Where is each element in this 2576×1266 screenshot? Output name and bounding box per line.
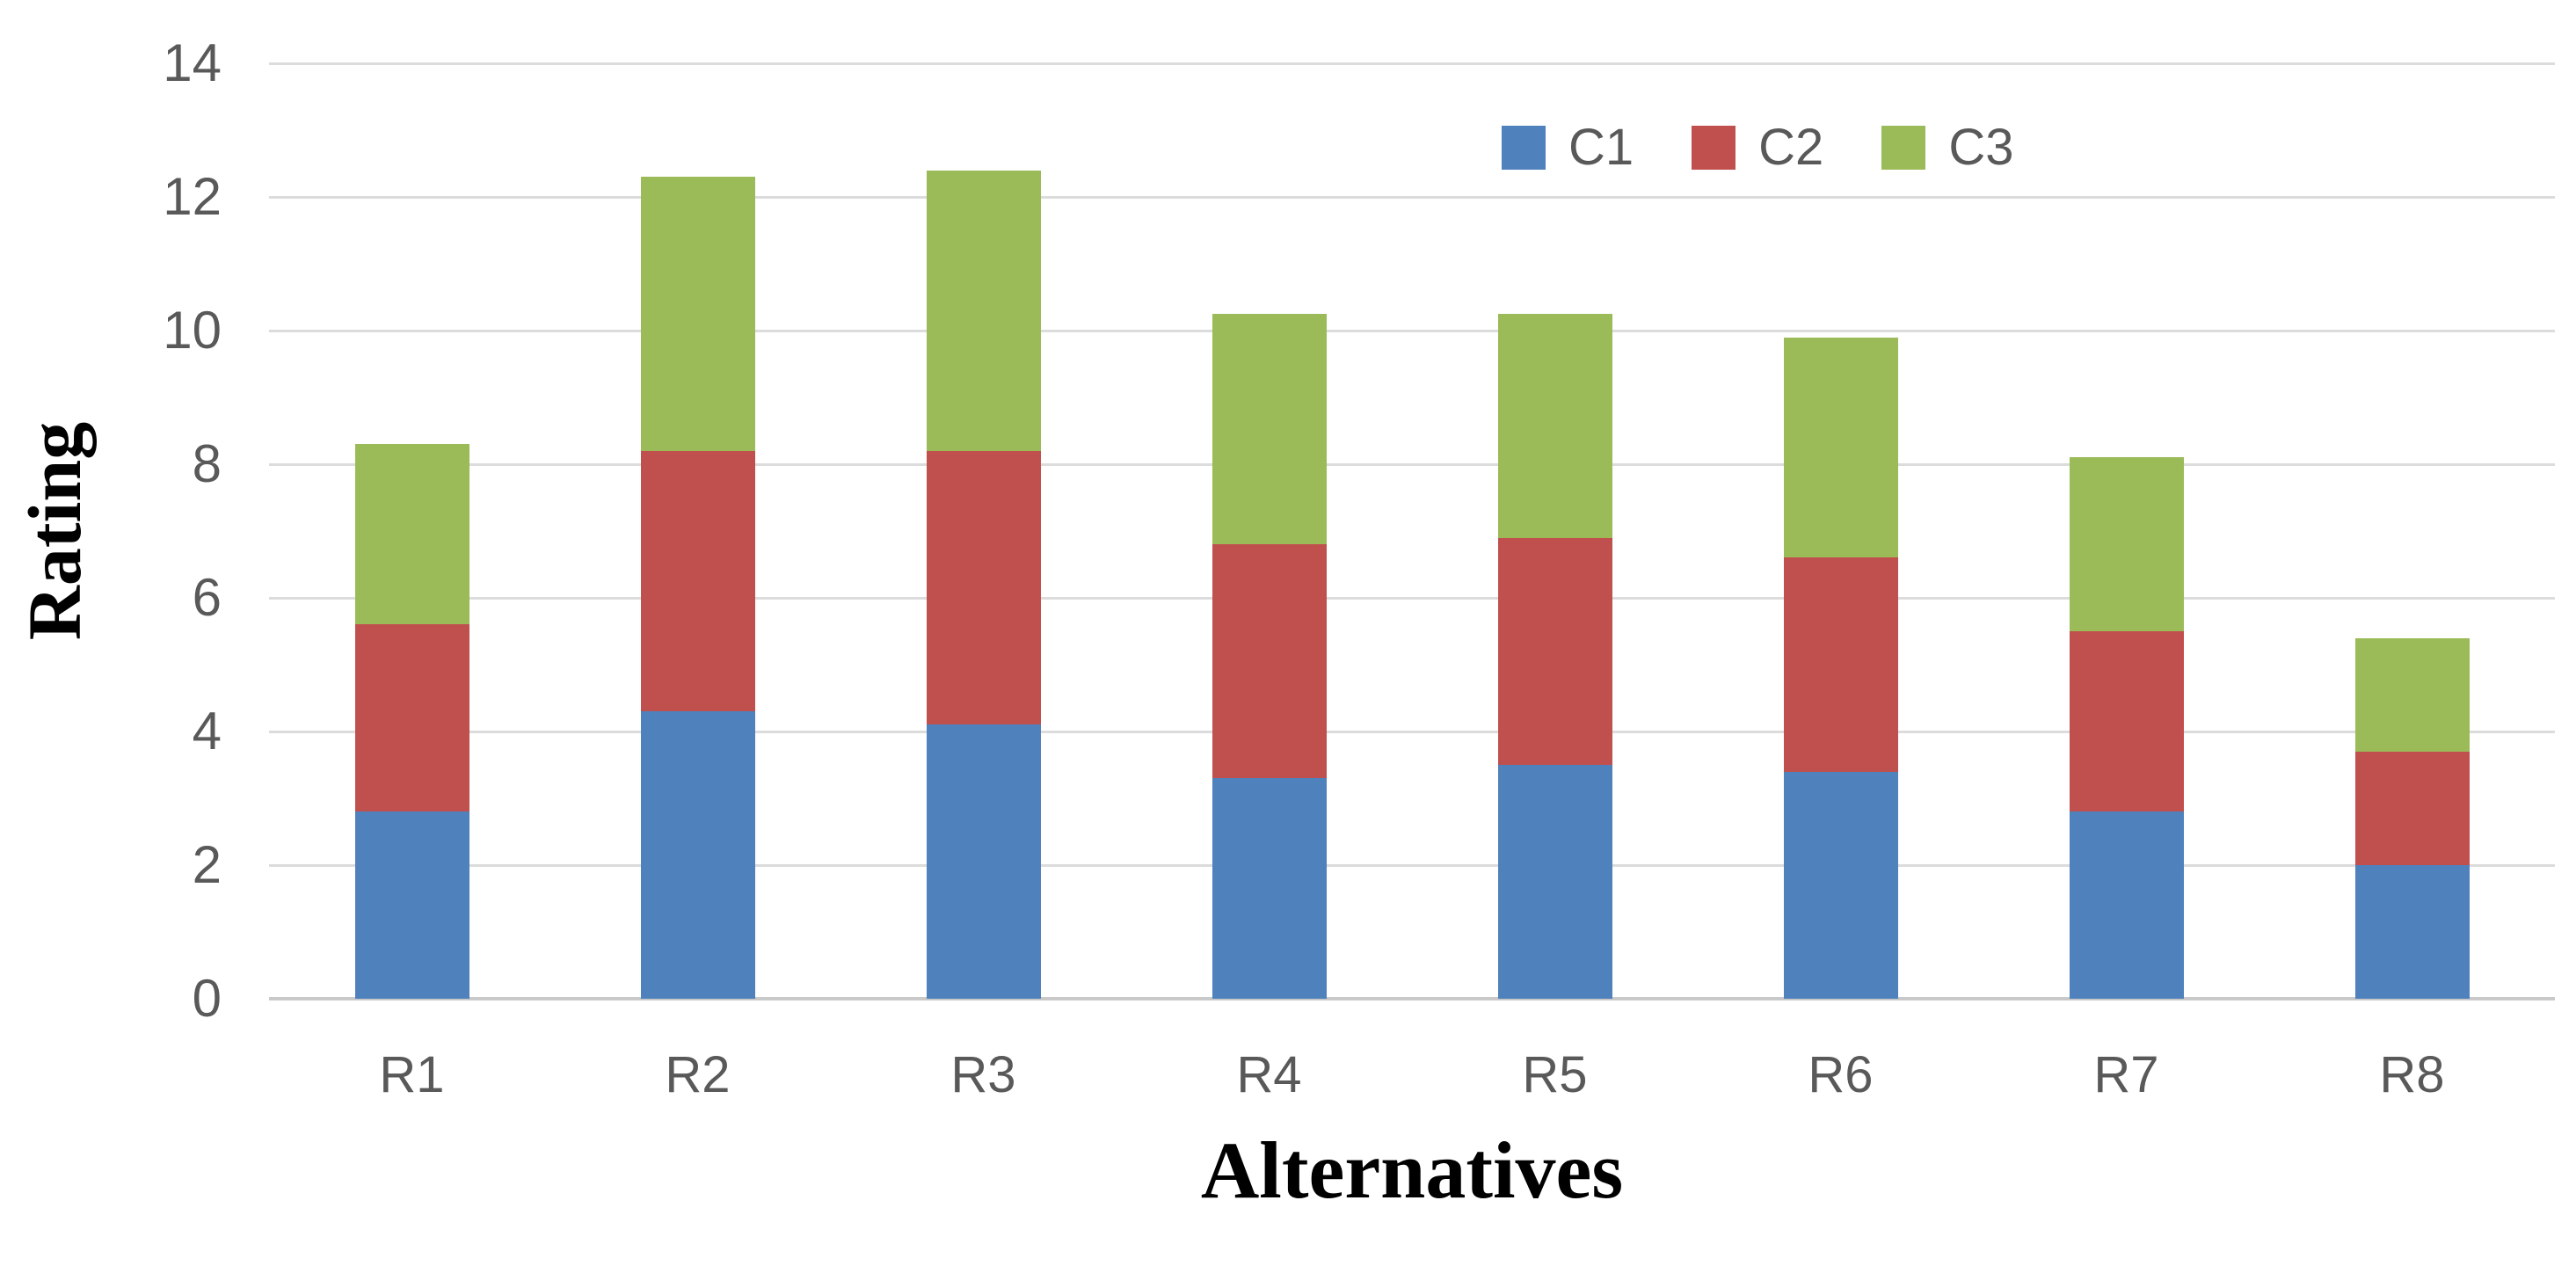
y-tick-label-2: 2 <box>192 835 222 894</box>
bar-segment-C3-R7 <box>2069 457 2184 631</box>
bar-segment-C2-R3 <box>926 450 1041 725</box>
x-tick-label-R5: R5 <box>1522 1046 1588 1103</box>
bar-segment-C3-R8 <box>2354 637 2470 752</box>
y-tick-label-10: 10 <box>163 301 222 360</box>
x-tick-label-R3: R3 <box>950 1046 1016 1103</box>
y-tick-label-0: 0 <box>192 969 222 1028</box>
legend-swatch-C1 <box>1502 126 1546 170</box>
bar-segment-C3-R3 <box>926 170 1041 451</box>
bar-segment-C2-R7 <box>2069 631 2184 812</box>
y-tick-label-6: 6 <box>192 568 222 627</box>
legend-swatch-C2 <box>1692 126 1736 170</box>
legend-item-C3: C3 <box>1881 121 2013 174</box>
gridline-10 <box>269 330 2555 332</box>
y-tick-label-12: 12 <box>163 167 222 226</box>
bar-segment-C2-R8 <box>2354 751 2470 865</box>
legend-swatch-C3 <box>1881 126 1926 170</box>
bar-segment-C3-R2 <box>640 177 755 451</box>
x-tick-label-R7: R7 <box>2093 1046 2159 1103</box>
bar-segment-C1-R7 <box>2069 811 2184 999</box>
legend-label-C2: C2 <box>1758 119 1824 176</box>
gridline-14 <box>269 62 2555 65</box>
bar-segment-C1-R8 <box>2354 865 2470 999</box>
gridline-8 <box>269 463 2555 466</box>
x-tick-label-R1: R1 <box>379 1046 445 1103</box>
bar-segment-C3-R1 <box>354 444 469 625</box>
legend-item-C1: C1 <box>1502 121 1634 174</box>
bar-segment-C1-R2 <box>640 711 755 999</box>
bar-segment-C3-R5 <box>1497 314 1612 538</box>
legend: C1 C2 C3 <box>1502 121 2013 174</box>
y-tick-label-4: 4 <box>192 702 222 760</box>
gridline-4 <box>269 731 2555 733</box>
bar-R6 <box>1783 63 1898 999</box>
x-axis-title: Alternatives <box>1200 1125 1624 1215</box>
legend-item-C2: C2 <box>1692 121 1823 174</box>
bar-R8 <box>2354 63 2470 999</box>
y-tick-label-8: 8 <box>192 434 222 493</box>
legend-label-C3: C3 <box>1948 119 2014 176</box>
bar-segment-C2-R4 <box>1212 544 1327 779</box>
x-tick-label-R2: R2 <box>665 1046 731 1103</box>
gridline-6 <box>269 597 2555 600</box>
bar-segment-C2-R1 <box>354 624 469 812</box>
bar-segment-C1-R3 <box>926 724 1041 999</box>
bar-segment-C3-R4 <box>1212 314 1327 545</box>
gridline-12 <box>269 196 2555 199</box>
x-tick-label-R4: R4 <box>1236 1046 1302 1103</box>
gridline-2 <box>269 864 2555 867</box>
legend-label-C1: C1 <box>1568 119 1634 176</box>
bar-R2 <box>640 63 755 999</box>
bar-segment-C1-R6 <box>1783 771 1898 999</box>
bar-R3 <box>926 63 1041 999</box>
x-tick-label-R6: R6 <box>1808 1046 1874 1103</box>
bar-R5 <box>1497 63 1612 999</box>
plot-area <box>269 62 2555 1000</box>
bar-R4 <box>1212 63 1327 999</box>
x-axis-line <box>269 997 2555 1000</box>
bar-R1 <box>354 63 469 999</box>
bar-segment-C1-R4 <box>1212 778 1327 999</box>
bar-R7 <box>2069 63 2184 999</box>
bar-segment-C1-R5 <box>1497 765 1612 999</box>
bar-segment-C3-R6 <box>1783 337 1898 558</box>
x-tick-label-R8: R8 <box>2379 1046 2445 1103</box>
bar-segment-C2-R6 <box>1783 557 1898 772</box>
bar-segment-C2-R2 <box>640 450 755 712</box>
y-tick-label-14: 14 <box>163 33 222 92</box>
bar-segment-C2-R5 <box>1497 537 1612 765</box>
bar-segment-C1-R1 <box>354 811 469 999</box>
